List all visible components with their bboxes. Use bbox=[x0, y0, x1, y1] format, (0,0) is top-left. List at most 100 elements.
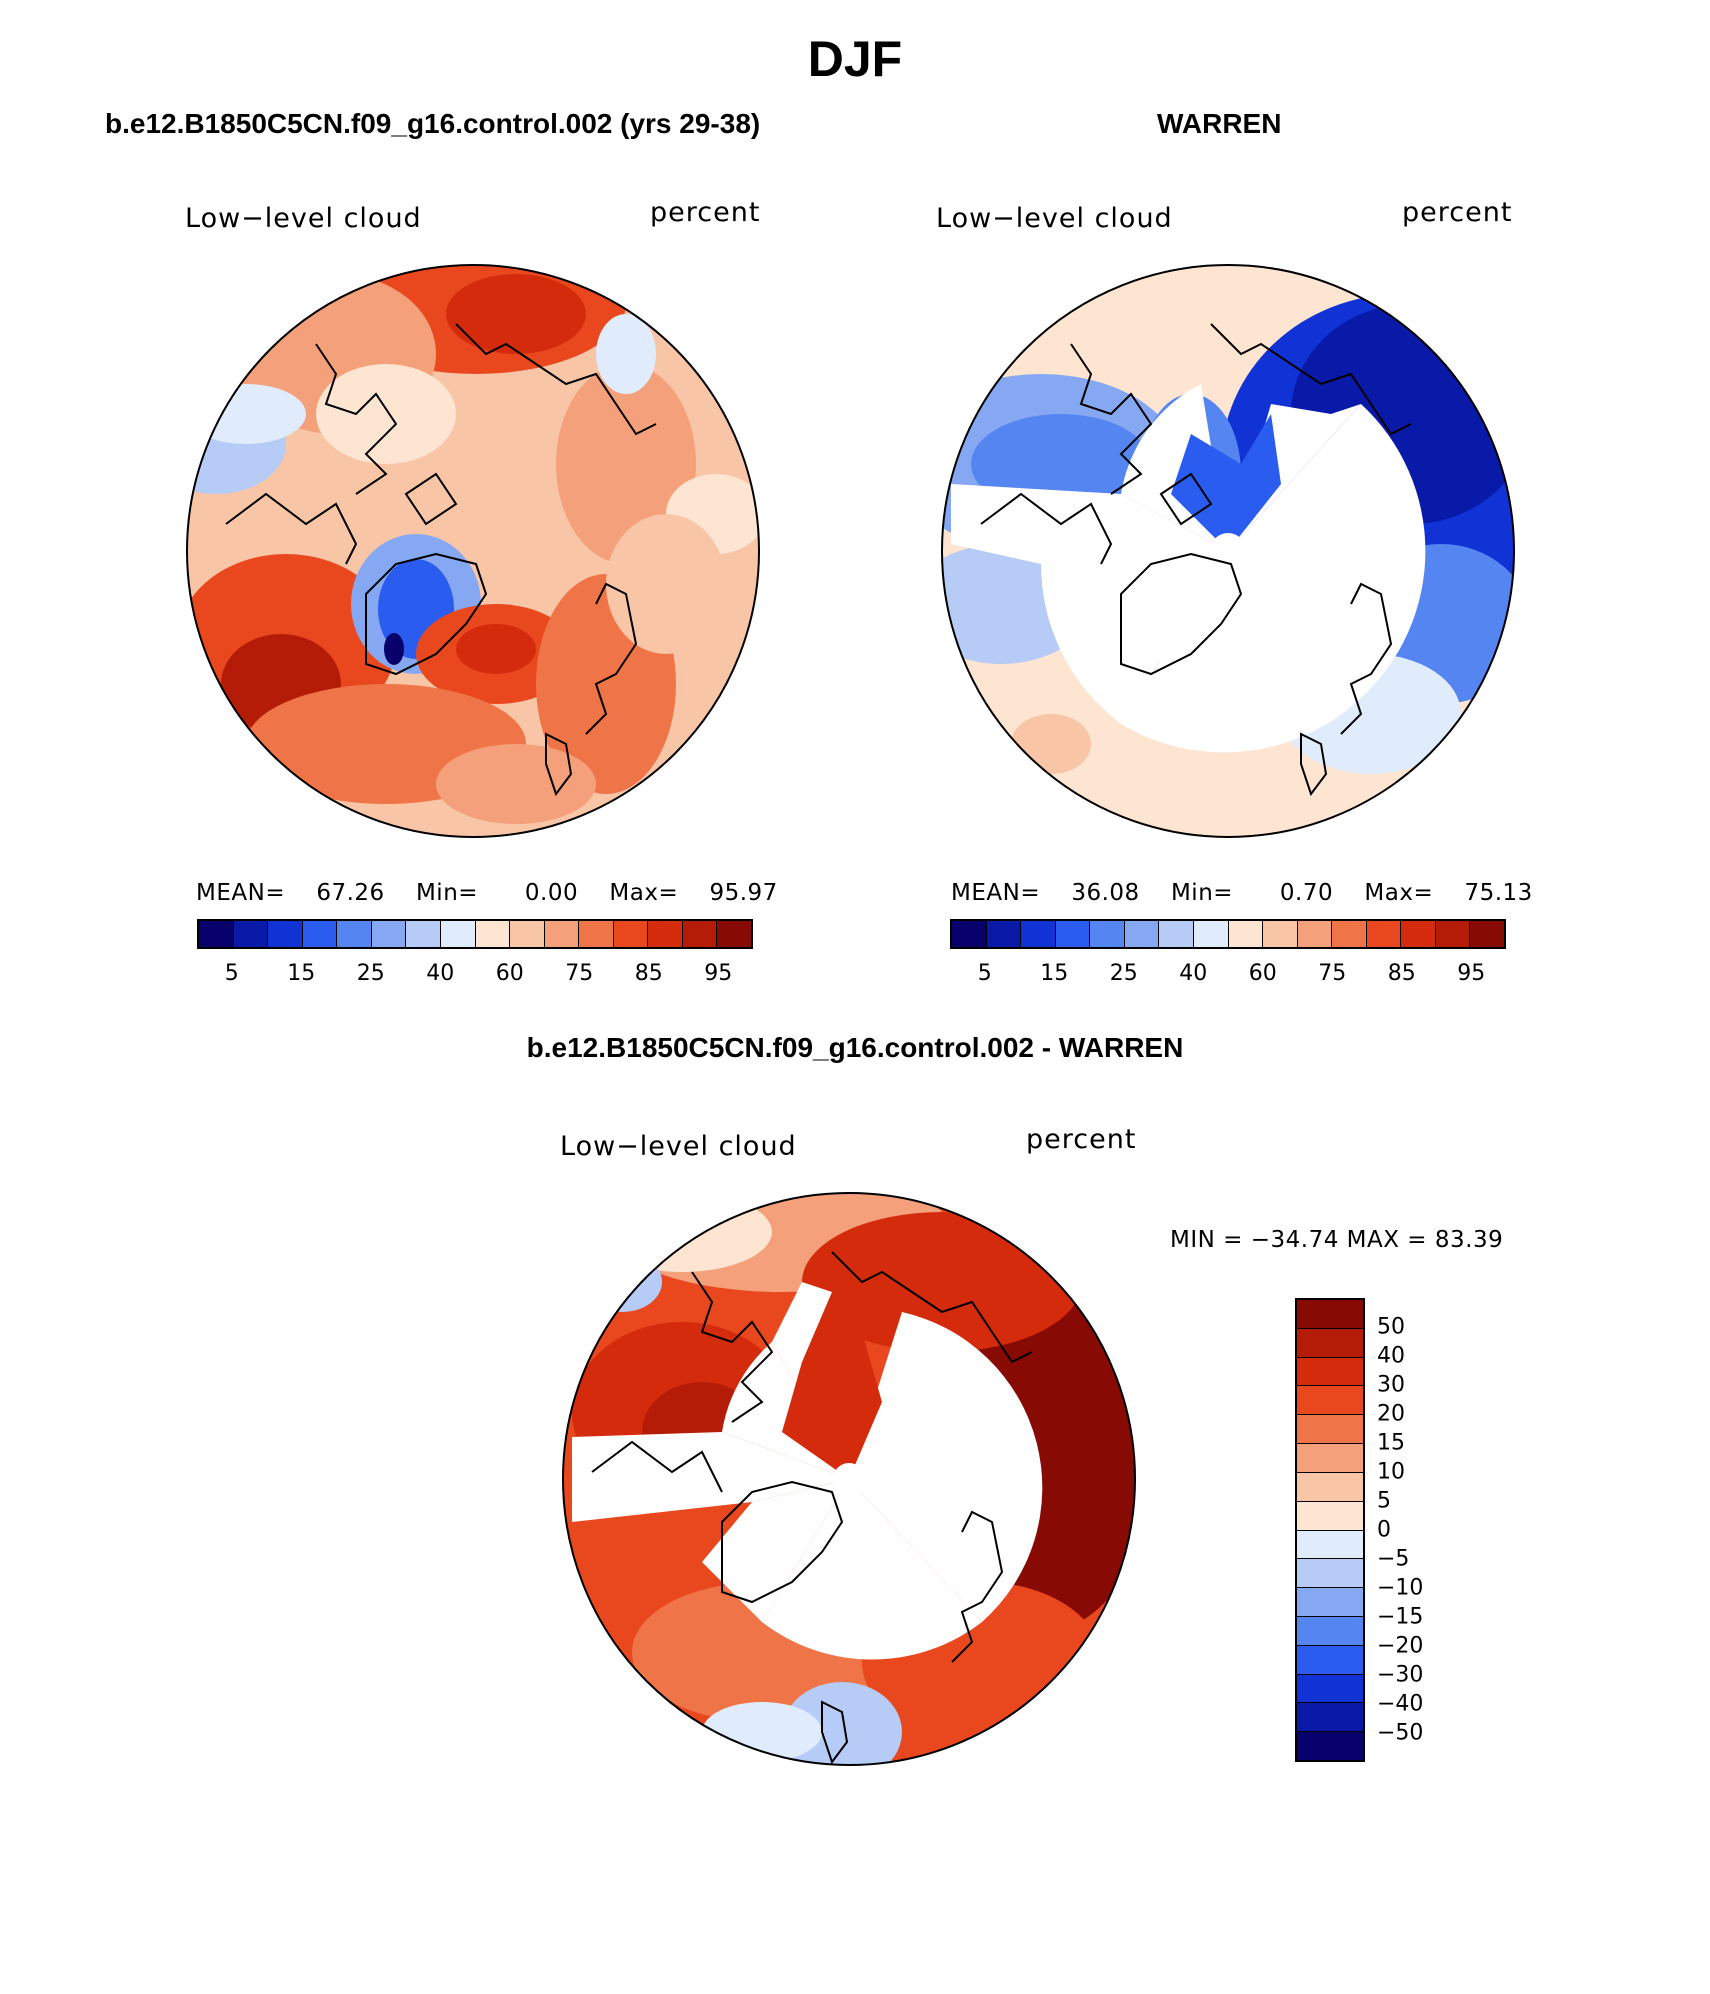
colorbar-tick-label: −40 bbox=[1377, 1691, 1424, 1717]
polar-map-warren bbox=[941, 264, 1515, 838]
colorbar-tick-label: 60 bbox=[495, 961, 524, 986]
colorbar-tick-label: 15 bbox=[287, 961, 316, 986]
panel2-stats: MEAN= 36.08 Min= 0.70 Max= 75.13 bbox=[951, 880, 1533, 906]
colorbar-swatch bbox=[1297, 1501, 1363, 1531]
colorbar-swatch bbox=[337, 921, 372, 947]
colorbar-swatch bbox=[613, 921, 649, 947]
colorbar-tick-label: 20 bbox=[1377, 1401, 1405, 1427]
colorbar-swatch bbox=[1332, 921, 1367, 947]
colorbar-swatch bbox=[1297, 1530, 1363, 1560]
panel1-min: 0.00 bbox=[524, 880, 579, 906]
cloud-field-region bbox=[456, 624, 536, 674]
colorbar-swatch bbox=[1159, 921, 1194, 947]
cloud-field-region bbox=[446, 274, 586, 354]
cloud-field-region bbox=[187, 384, 306, 444]
colorbar-swatch bbox=[1297, 1386, 1363, 1416]
panel2-variable-label: Low−level cloud bbox=[936, 203, 1173, 234]
panel1-max: 95.97 bbox=[709, 880, 778, 906]
colorbar-tick-label: 10 bbox=[1377, 1459, 1405, 1485]
panel2-mean: 36.08 bbox=[1071, 880, 1140, 906]
map-boundary bbox=[186, 264, 760, 838]
cloud-field-region bbox=[981, 265, 1301, 384]
panel3-variable-label: Low−level cloud bbox=[560, 1131, 797, 1162]
colorbar-model bbox=[197, 919, 753, 949]
panel1-max-label: Max= bbox=[609, 880, 679, 906]
colorbar-swatch bbox=[1297, 1472, 1363, 1502]
colorbar-tick-label: 85 bbox=[1387, 961, 1416, 986]
colorbar-swatch bbox=[1124, 921, 1160, 947]
colorbar-tick-label: −50 bbox=[1377, 1720, 1424, 1746]
colorbar-swatch bbox=[1297, 1645, 1363, 1675]
coastline-outlines bbox=[591, 1251, 1033, 1765]
colorbar-swatch bbox=[952, 921, 987, 947]
polar-map-model bbox=[186, 264, 760, 838]
no-data-wedge bbox=[762, 1479, 982, 1660]
panel1-mean: 67.26 bbox=[316, 880, 385, 906]
colorbar-swatch bbox=[199, 921, 234, 947]
colorbar-tick-label: 40 bbox=[426, 961, 455, 986]
colorbar-swatch bbox=[510, 921, 545, 947]
no-data-wedge bbox=[702, 1479, 849, 1622]
cloud-field-region bbox=[1171, 414, 1281, 551]
colorbar-tick-label: 25 bbox=[1109, 961, 1138, 986]
colorbar-swatch bbox=[475, 921, 511, 947]
cloud-field-region bbox=[596, 314, 656, 394]
colorbar-tick-label: 0 bbox=[1377, 1517, 1391, 1543]
panel3-minmax: MIN = −34.74 MAX = 83.39 bbox=[1170, 1227, 1504, 1253]
panel2-mean-label: MEAN= bbox=[951, 880, 1041, 906]
no-data-wedge bbox=[1228, 404, 1426, 698]
colorbar-swatch bbox=[1435, 921, 1471, 947]
colorbar-swatch bbox=[440, 921, 476, 947]
colorbar-tick-label: −15 bbox=[1377, 1604, 1424, 1630]
diff-panel-title: b.e12.B1850C5CN.f09_g16.control.002 - WA… bbox=[526, 1032, 1184, 1063]
colorbar-tick-label: 95 bbox=[704, 961, 733, 986]
colorbar-swatch bbox=[1263, 921, 1298, 947]
coastline-outlines bbox=[980, 323, 1412, 797]
colorbar-swatch bbox=[1297, 1415, 1363, 1445]
colorbar-tick-label: 30 bbox=[1377, 1372, 1405, 1398]
no-data-pole bbox=[833, 1463, 865, 1495]
difference-field-region bbox=[802, 1212, 1082, 1352]
colorbar-tick-label: 25 bbox=[356, 961, 385, 986]
colorbar-swatch bbox=[1297, 1616, 1363, 1646]
no-data-wedge bbox=[1121, 551, 1361, 753]
panel2-max-label: Max= bbox=[1364, 880, 1434, 906]
colorbar-swatch bbox=[1055, 921, 1091, 947]
colorbar-swatch bbox=[268, 921, 303, 947]
colorbar-tick-label: 15 bbox=[1377, 1430, 1405, 1456]
colorbar-swatch bbox=[406, 921, 441, 947]
colorbar-tick-label: 50 bbox=[1377, 1314, 1405, 1340]
no-data-wedge bbox=[951, 484, 1228, 564]
colorbar-tick-label: 5 bbox=[977, 961, 992, 986]
colorbar-swatch bbox=[371, 921, 407, 947]
colorbar-swatch bbox=[579, 921, 614, 947]
colorbar-tick-label: 40 bbox=[1377, 1343, 1405, 1369]
colorbar-swatch bbox=[1470, 921, 1504, 947]
colorbar-tick-label: 40 bbox=[1179, 961, 1208, 986]
colorbar-swatch bbox=[1090, 921, 1125, 947]
colorbar-swatch bbox=[302, 921, 338, 947]
colorbar-swatch bbox=[233, 921, 269, 947]
colorbar-swatch bbox=[986, 921, 1022, 947]
colorbar-swatch bbox=[1228, 921, 1264, 947]
no-data-wedge bbox=[572, 1432, 849, 1522]
colorbar-swatch bbox=[1297, 1444, 1363, 1473]
colorbar-tick-label: 60 bbox=[1248, 961, 1277, 986]
polar-map-difference bbox=[562, 1192, 1136, 1766]
colorbar-tick-label: 85 bbox=[634, 961, 663, 986]
panel3-units-label: percent bbox=[1026, 1124, 1137, 1155]
colorbar-tick-label: 5 bbox=[224, 961, 239, 986]
colorbar-swatch bbox=[1021, 921, 1056, 947]
panel1-stats: MEAN= 67.26 Min= 0.00 Max= 95.97 bbox=[196, 880, 778, 906]
colorbar-swatch bbox=[1297, 1588, 1363, 1617]
panel2-title: WARREN bbox=[1157, 108, 1282, 139]
colorbar-swatch bbox=[1401, 921, 1436, 947]
panel2-units-label: percent bbox=[1402, 197, 1513, 228]
cloud-field-region bbox=[606, 514, 726, 654]
map-boundary bbox=[562, 1192, 1136, 1766]
cloud-field-region bbox=[1011, 714, 1091, 774]
colorbar-tick-label: 5 bbox=[1377, 1488, 1391, 1514]
colorbar-tick-label: −30 bbox=[1377, 1662, 1424, 1688]
cloud-field-region bbox=[436, 744, 596, 824]
difference-field-region bbox=[702, 1702, 822, 1762]
